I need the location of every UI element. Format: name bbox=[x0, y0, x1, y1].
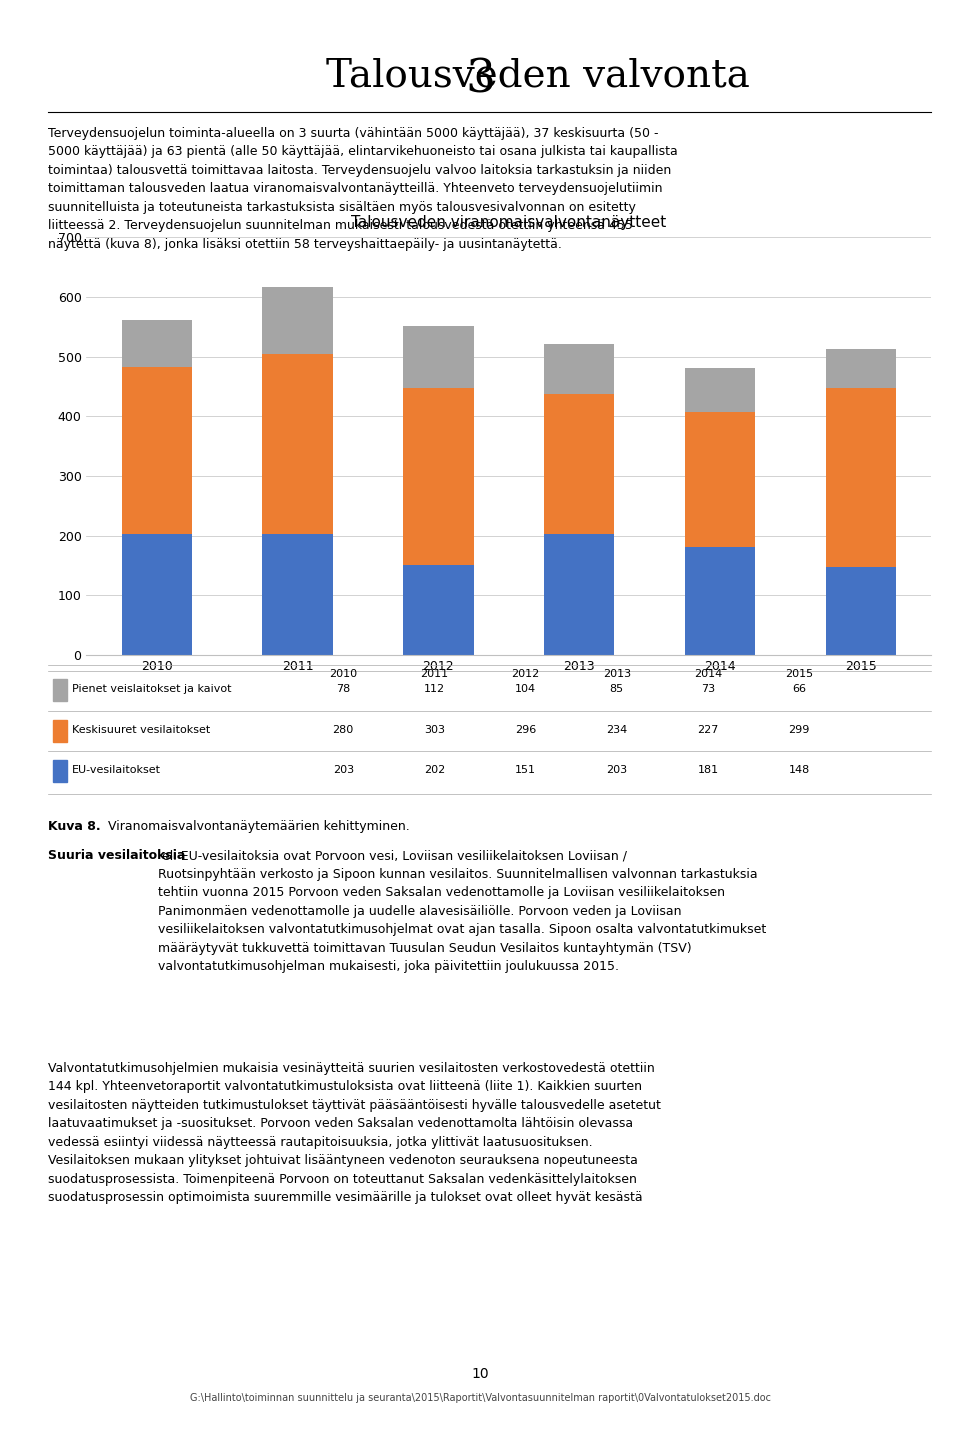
Text: Viranomaisvalvontanäytemäärien kehittyminen.: Viranomaisvalvontanäytemäärien kehittymi… bbox=[104, 820, 409, 833]
Text: 10: 10 bbox=[471, 1367, 489, 1381]
Bar bbox=[122, 321, 192, 367]
Text: 66: 66 bbox=[792, 685, 806, 694]
Bar bbox=[684, 547, 756, 655]
Bar bbox=[262, 286, 333, 354]
Bar bbox=[122, 534, 192, 655]
Text: 104: 104 bbox=[515, 685, 537, 694]
Bar bbox=[403, 564, 473, 655]
Text: Suuria vesilaitoksia: Suuria vesilaitoksia bbox=[48, 849, 185, 862]
Text: G:\Hallinto\toiminnan suunnittelu ja seuranta\2015\Raportit\Valvontasuunnitelman: G:\Hallinto\toiminnan suunnittelu ja seu… bbox=[189, 1393, 771, 1403]
Text: 2012: 2012 bbox=[512, 669, 540, 679]
Text: 227: 227 bbox=[697, 725, 719, 734]
Bar bbox=[403, 389, 473, 564]
Bar bbox=[544, 344, 614, 394]
Bar bbox=[403, 327, 473, 389]
Bar bbox=[826, 389, 896, 567]
Bar bbox=[544, 394, 614, 534]
Text: 2013: 2013 bbox=[603, 669, 631, 679]
Text: 2010: 2010 bbox=[329, 669, 357, 679]
Text: 2015: 2015 bbox=[785, 669, 813, 679]
Bar bbox=[684, 412, 756, 547]
Text: 85: 85 bbox=[610, 685, 624, 694]
Text: 203: 203 bbox=[332, 766, 354, 774]
Bar bbox=[544, 534, 614, 655]
Text: 148: 148 bbox=[788, 766, 810, 774]
Text: 112: 112 bbox=[423, 685, 445, 694]
Text: 181: 181 bbox=[697, 766, 719, 774]
Bar bbox=[826, 567, 896, 655]
Text: Pienet veislaitokset ja kaivot: Pienet veislaitokset ja kaivot bbox=[72, 685, 231, 694]
Bar bbox=[826, 348, 896, 389]
Text: eli EU-vesilaitoksia ovat Porvoon vesi, Loviisan vesiliikelaitoksen Loviisan /
R: eli EU-vesilaitoksia ovat Porvoon vesi, … bbox=[158, 849, 767, 973]
Text: 151: 151 bbox=[516, 766, 536, 774]
Text: 3: 3 bbox=[465, 58, 495, 102]
Bar bbox=[262, 534, 333, 655]
Text: Talousveden valvonta: Talousveden valvonta bbox=[325, 58, 750, 95]
Text: 296: 296 bbox=[515, 725, 537, 734]
Text: 303: 303 bbox=[424, 725, 444, 734]
Text: 78: 78 bbox=[336, 685, 350, 694]
Text: 234: 234 bbox=[606, 725, 628, 734]
Bar bbox=[684, 368, 756, 412]
Text: 299: 299 bbox=[788, 725, 810, 734]
Text: 203: 203 bbox=[606, 766, 628, 774]
Text: 2011: 2011 bbox=[420, 669, 448, 679]
Text: Keskisuuret vesilaitokset: Keskisuuret vesilaitokset bbox=[72, 725, 210, 734]
Text: EU-vesilaitokset: EU-vesilaitokset bbox=[72, 766, 161, 774]
Bar bbox=[262, 354, 333, 534]
Text: 280: 280 bbox=[332, 725, 354, 734]
Text: 73: 73 bbox=[701, 685, 715, 694]
Text: Valvontatutkimusohjelmien mukaisia vesinäytteitä suurien vesilaitosten verkostov: Valvontatutkimusohjelmien mukaisia vesin… bbox=[48, 1062, 660, 1204]
Text: Kuva 8.: Kuva 8. bbox=[48, 820, 101, 833]
Text: 2014: 2014 bbox=[694, 669, 722, 679]
Text: Terveydensuojelun toiminta-alueella on 3 suurta (vähintään 5000 käyttäjää), 37 k: Terveydensuojelun toiminta-alueella on 3… bbox=[48, 127, 678, 250]
Bar bbox=[122, 367, 192, 534]
Text: Talousveden viranomaisvalvontanäytteet: Talousveden viranomaisvalvontanäytteet bbox=[351, 216, 666, 230]
Text: 202: 202 bbox=[423, 766, 445, 774]
